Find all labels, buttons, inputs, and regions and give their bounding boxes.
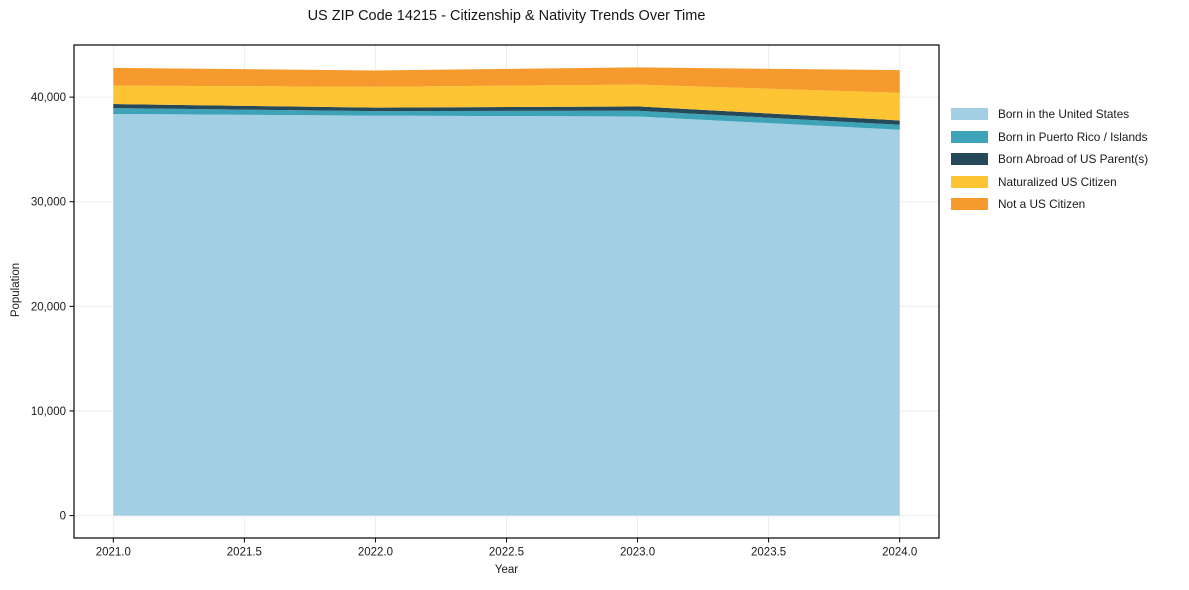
y-tick-label: 10,000 — [31, 406, 66, 418]
legend-item-born-abroad: Born Abroad of US Parent(s) — [951, 148, 1148, 171]
x-axis-label: Year — [494, 564, 519, 576]
y-tick-label: 20,000 — [31, 301, 66, 313]
x-tick-label: 2021.0 — [96, 547, 131, 559]
x-tick-label: 2023.0 — [620, 547, 655, 559]
legend-item-born-in-us: Born in the United States — [951, 103, 1148, 126]
area-naturalized-us-citizen — [113, 84, 900, 121]
y-tick-label: 0 — [60, 511, 66, 523]
y-tick-label: 30,000 — [31, 197, 66, 209]
y-tick-label: 40,000 — [31, 92, 66, 104]
legend-swatch-born-in-puerto-rico — [951, 130, 988, 143]
legend-label: Born Abroad of US Parent(s) — [998, 152, 1149, 167]
legend-label: Born in the United States — [998, 107, 1130, 122]
legend-label: Born in Puerto Rico / Islands — [998, 129, 1148, 144]
legend-item-naturalized: Naturalized US Citizen — [951, 171, 1148, 194]
area-not-a-us-citizen — [113, 67, 900, 93]
area-born-abroad-of-us-parent-s — [113, 104, 900, 125]
legend-swatch-naturalized — [951, 175, 988, 188]
legend-swatch-born-in-us — [951, 108, 988, 121]
chart-title: US ZIP Code 14215 - Citizenship & Nativi… — [307, 8, 706, 24]
legend: Born in the United States Born in Puerto… — [951, 103, 1148, 216]
x-tick-label: 2022.0 — [358, 547, 393, 559]
x-tick-label: 2024.0 — [882, 547, 917, 559]
legend-item-born-in-puerto-rico: Born in Puerto Rico / Islands — [951, 126, 1148, 149]
y-axis-label: Population — [10, 262, 22, 318]
legend-item-not-a-citizen: Not a US Citizen — [951, 193, 1148, 216]
legend-label: Naturalized US Citizen — [998, 174, 1117, 189]
x-tick-label: 2021.5 — [227, 547, 262, 559]
legend-swatch-born-abroad — [951, 153, 988, 166]
x-tick-label: 2023.5 — [751, 547, 786, 559]
x-tick-label: 2022.5 — [489, 547, 524, 559]
area-born-in-the-united-states — [113, 113, 900, 516]
area-born-in-puerto-rico-islands — [113, 108, 900, 130]
legend-swatch-not-a-citizen — [951, 198, 988, 211]
legend-label: Not a US Citizen — [998, 197, 1086, 212]
